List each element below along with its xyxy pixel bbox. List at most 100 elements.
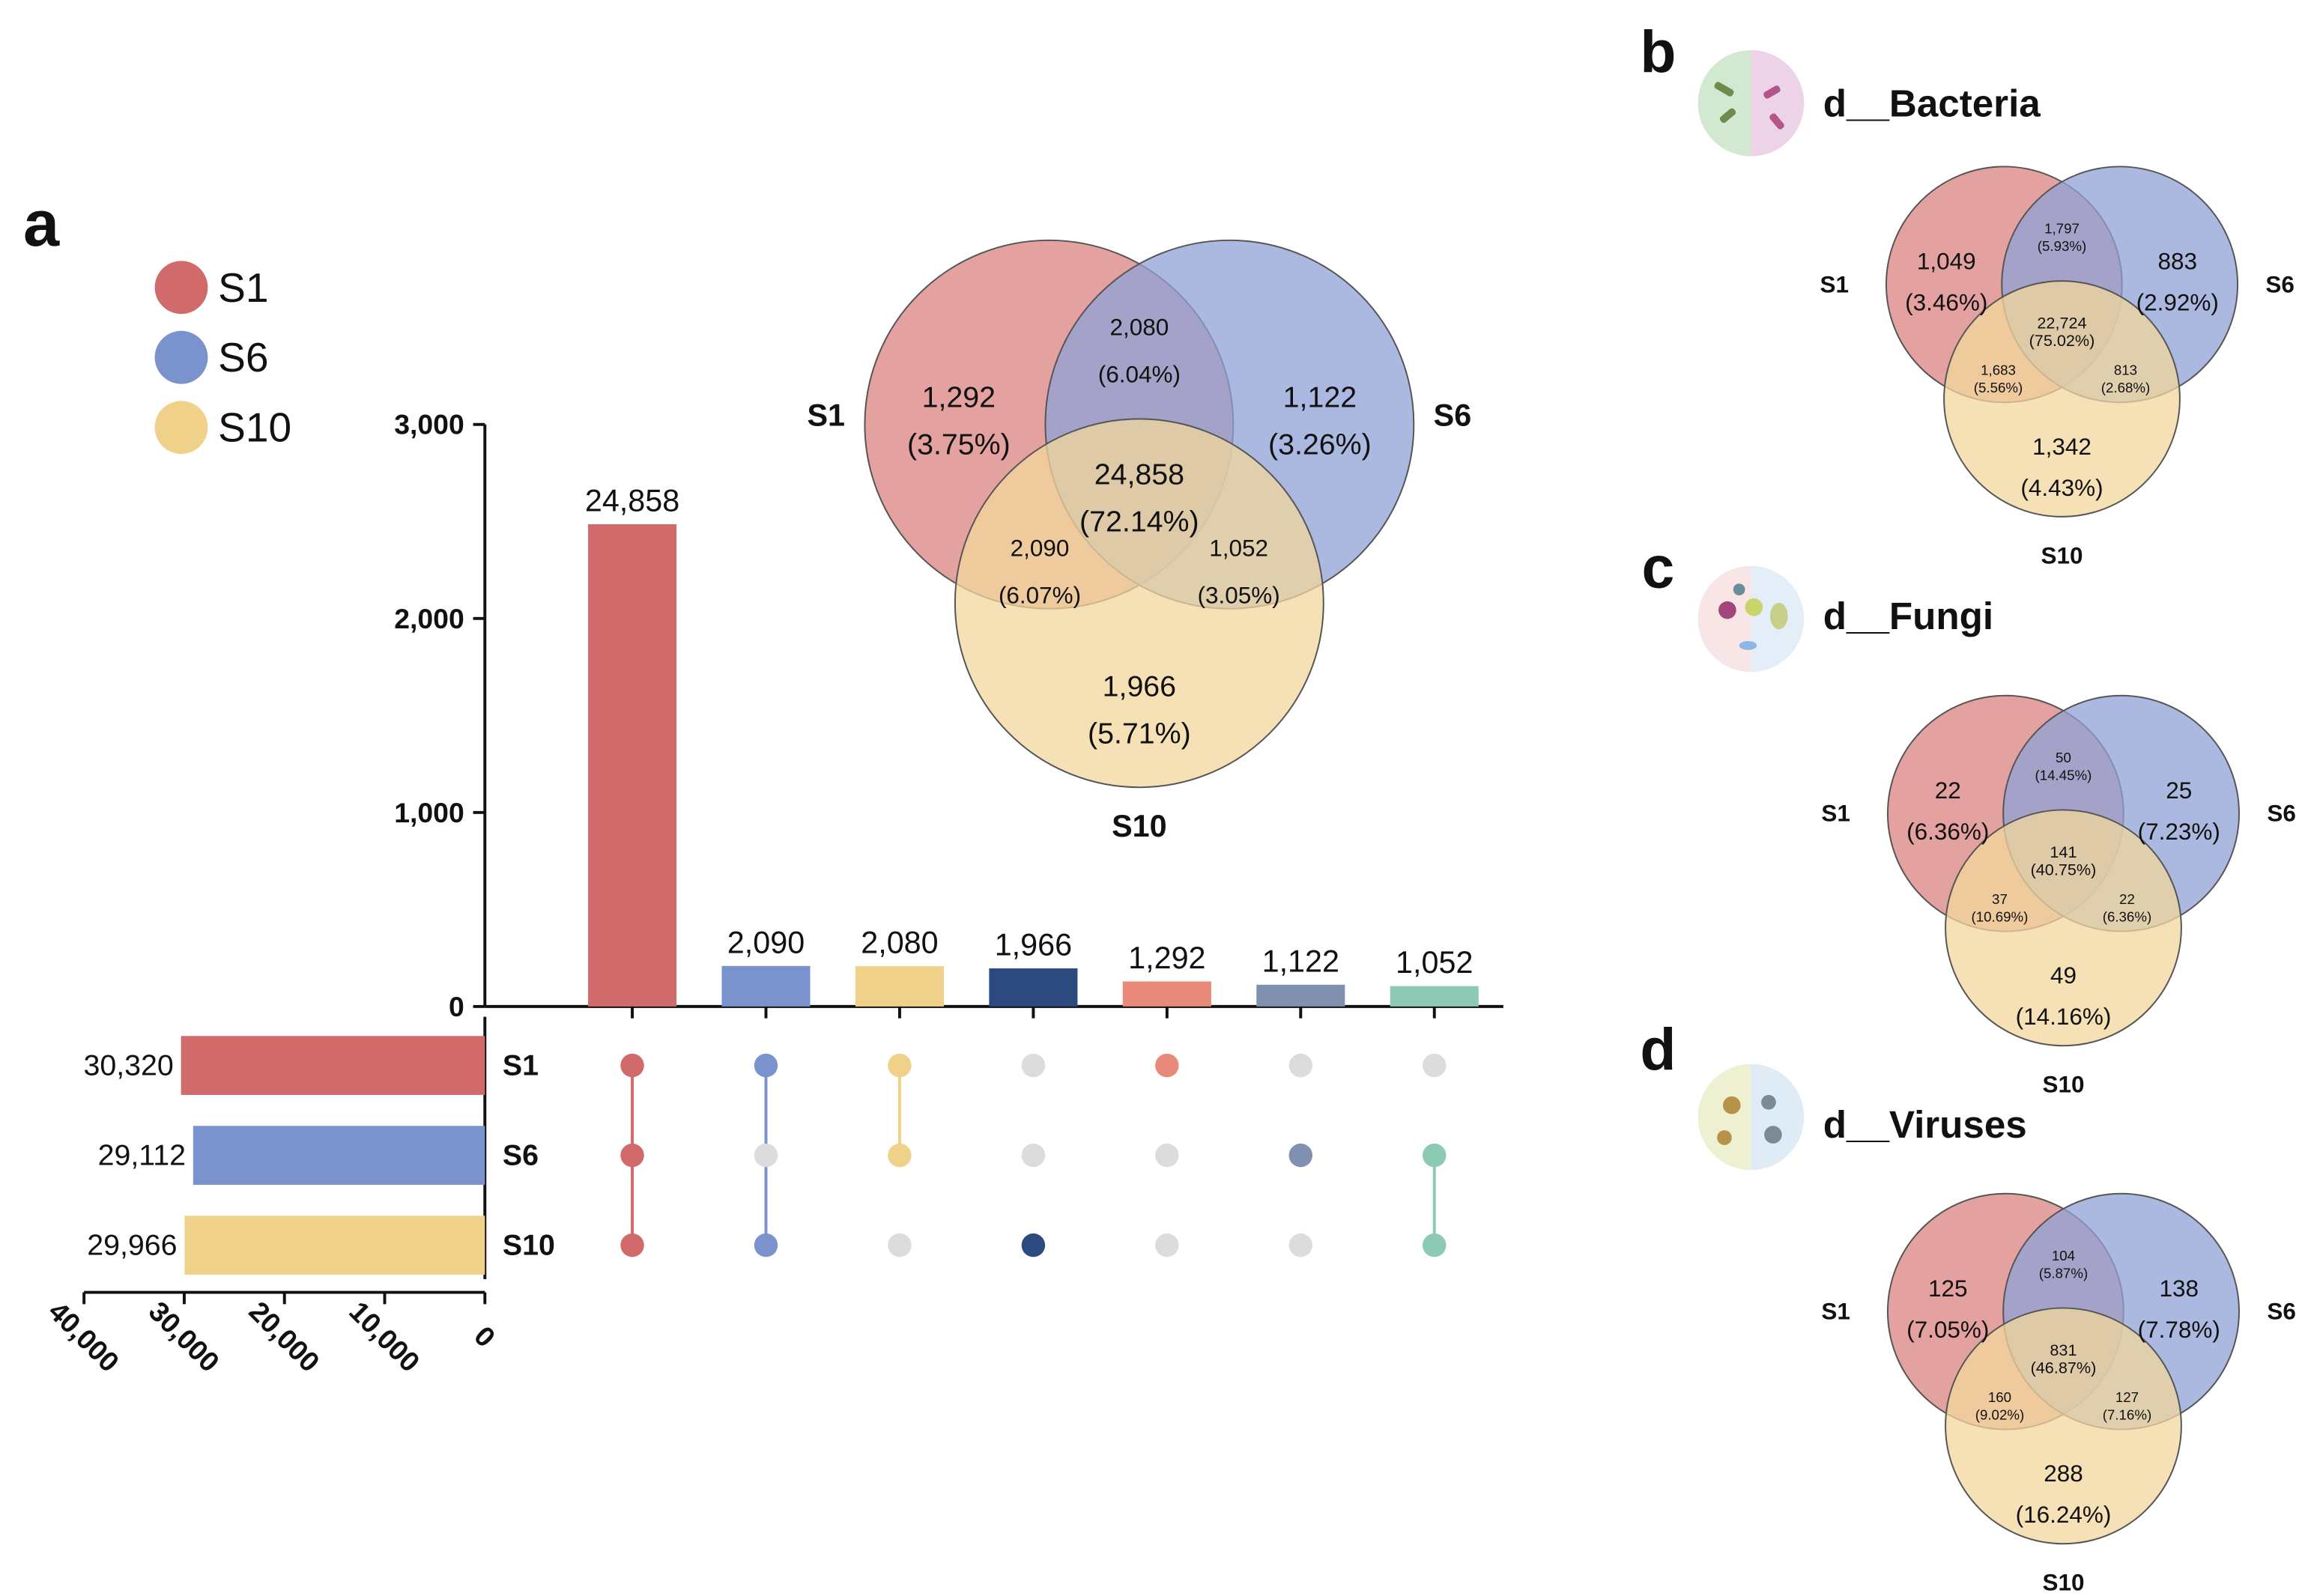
region-value: 831: [2050, 1341, 2077, 1359]
bar: [989, 968, 1078, 1007]
set-label: S10: [2042, 1072, 2084, 1098]
region-value: 104: [2052, 1248, 2075, 1263]
y-tick-label: 1,000: [394, 797, 464, 828]
matrix-dot: [1423, 1233, 1447, 1257]
region-percent: (14.45%): [2035, 768, 2092, 783]
bar-label: 2,080: [861, 926, 938, 960]
region-percent: (7.16%): [2103, 1407, 2151, 1422]
region-percent: (14.16%): [2016, 1004, 2112, 1030]
region-percent: (6.36%): [1906, 819, 1989, 845]
region-value: 25: [2166, 777, 2192, 804]
matrix-dot: [620, 1233, 644, 1257]
matrix-dot: [1288, 1233, 1313, 1257]
venn-circle: [1945, 1307, 2182, 1545]
legend-swatch: [154, 401, 208, 455]
bar: [1256, 984, 1345, 1007]
y-tick-label: 3,000: [394, 409, 464, 440]
region-percent: (5.56%): [1974, 380, 2023, 395]
region-value: 1,052: [1209, 535, 1268, 562]
region-percent: (3.46%): [1905, 290, 1987, 316]
region-value: 1,122: [1283, 380, 1357, 413]
set-label: S6: [2265, 271, 2295, 297]
region-percent: (7.23%): [2138, 819, 2220, 845]
region-percent: (2.68%): [2101, 380, 2150, 395]
region-percent: (2.92%): [2136, 290, 2219, 316]
set-label: S1: [1821, 1299, 1850, 1325]
region-value: 50: [2056, 750, 2071, 765]
matrix-dot: [754, 1053, 778, 1078]
bar-label: 1,122: [1262, 944, 1339, 978]
y-tick-label: 0: [449, 991, 464, 1022]
region-value: 22,724: [2037, 313, 2086, 332]
icon-fungi: [1697, 565, 1805, 673]
region-value: 1,292: [922, 380, 996, 413]
region-value: 37: [1992, 891, 2008, 907]
region-value: 2,090: [1011, 535, 1070, 562]
set-size-bar: [181, 1036, 485, 1095]
matrix-dot: [754, 1233, 778, 1257]
set-label: S10: [2042, 1570, 2084, 1596]
region-value: 2,080: [1109, 314, 1169, 340]
region-value: 813: [2114, 362, 2137, 377]
set-size-bar: [184, 1216, 485, 1275]
matrix-dot: [1423, 1143, 1447, 1168]
region-value: 138: [2159, 1275, 2199, 1302]
bar-label: 24,858: [585, 483, 679, 518]
legend-swatch: [154, 261, 208, 315]
region-value: 49: [2050, 962, 2077, 989]
set-label: S1: [1821, 801, 1850, 827]
set-label: S1: [503, 1049, 539, 1082]
legend-label: S6: [218, 334, 268, 380]
bar: [1390, 986, 1479, 1007]
region-percent: (16.24%): [2016, 1502, 2112, 1528]
region-percent: (72.14%): [1079, 506, 1199, 538]
region-value: 22: [1935, 777, 1961, 804]
region-percent: (4.43%): [2020, 475, 2103, 501]
region-value: 288: [2044, 1460, 2083, 1487]
venn-circle: [954, 418, 1324, 789]
set-size-label: 29,966: [87, 1229, 177, 1262]
bar-label: 2,090: [727, 925, 805, 959]
region-percent: (6.07%): [999, 582, 1081, 608]
region-value: 141: [2050, 843, 2077, 861]
matrix-dot: [1288, 1143, 1313, 1168]
y-tick-label: 2,000: [394, 603, 464, 634]
set-label: S6: [2267, 1299, 2296, 1325]
set-label: S10: [2041, 542, 2083, 568]
matrix-dot: [754, 1143, 778, 1168]
region-value: 883: [2157, 249, 2197, 275]
x-tick-label: 10,000: [343, 1295, 426, 1378]
region-percent: (7.78%): [2138, 1317, 2220, 1343]
matrix-dot: [620, 1053, 644, 1078]
legend-swatch: [154, 330, 208, 384]
set-label: S6: [503, 1139, 539, 1172]
region-value: 160: [1988, 1389, 2011, 1405]
matrix-dot: [1423, 1053, 1447, 1078]
region-value: 1,342: [2032, 434, 2092, 460]
bar-label: 1,966: [995, 927, 1072, 962]
panel-letter: c: [1642, 535, 1675, 601]
panel-letter: a: [23, 188, 60, 260]
x-tick-label: 40,000: [43, 1295, 126, 1378]
bar: [588, 524, 677, 1007]
bar-label: 1,292: [1128, 941, 1205, 975]
bar: [855, 966, 944, 1007]
region-value: 125: [1928, 1275, 1968, 1302]
bar: [1122, 981, 1211, 1007]
legend-label: S10: [218, 404, 291, 451]
panel-letter: d: [1640, 1016, 1676, 1082]
x-tick-label: 0: [468, 1320, 501, 1353]
region-value: 127: [2115, 1389, 2139, 1405]
venn-circle: [1945, 809, 2182, 1047]
region-percent: (46.87%): [2031, 1358, 2097, 1377]
region-percent: (3.75%): [907, 428, 1011, 461]
set-size-bar: [193, 1126, 485, 1185]
region-value: 1,797: [2044, 221, 2080, 237]
region-percent: (5.93%): [2038, 238, 2086, 254]
bar-label: 1,052: [1396, 945, 1473, 980]
region-percent: (10.69%): [1972, 908, 2029, 924]
region-percent: (75.02%): [2029, 331, 2095, 350]
bar: [721, 965, 811, 1007]
